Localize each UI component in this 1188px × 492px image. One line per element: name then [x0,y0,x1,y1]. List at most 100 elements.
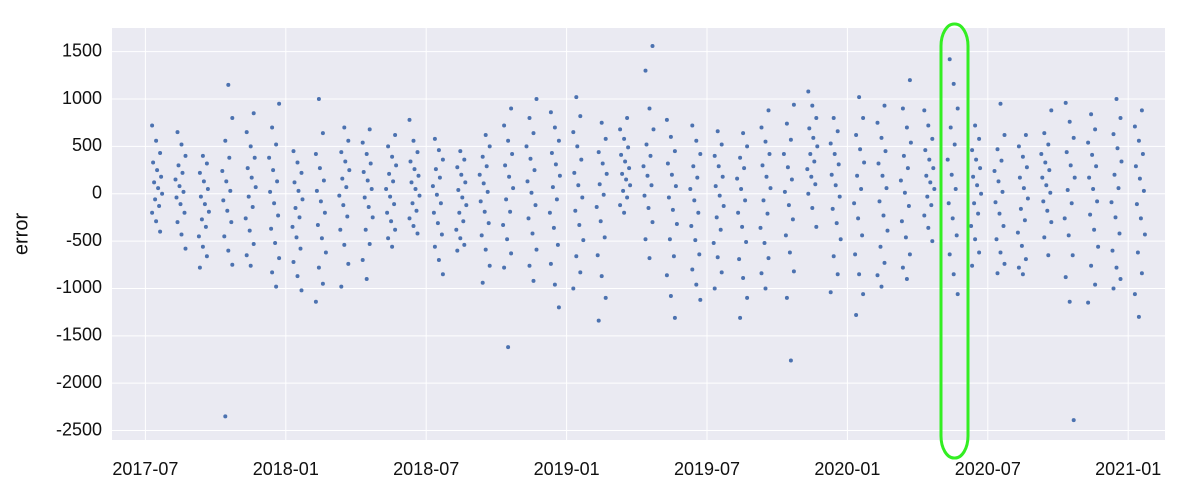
point [248,263,253,268]
point [363,227,368,232]
point [994,237,999,242]
point [553,162,558,167]
point [928,180,933,185]
point [339,284,344,289]
point [300,197,305,202]
point [950,216,955,221]
point [1042,131,1047,136]
point [343,159,348,164]
point [882,260,887,265]
point [251,111,256,116]
point [1066,233,1071,238]
x-tick-label: 2018-01 [253,459,319,479]
point [342,125,347,130]
point [602,235,607,240]
point [906,204,911,209]
point [368,161,373,166]
y-tick-label: 0 [92,182,102,202]
point [643,68,648,73]
point [901,153,906,158]
point [1039,151,1044,156]
point [201,179,206,184]
point [763,286,768,291]
point [743,198,748,203]
point [501,223,506,228]
point [946,201,951,206]
point [293,205,298,210]
point [509,106,514,111]
point [367,241,372,246]
point [202,202,207,207]
point [577,223,582,228]
point [811,135,816,140]
point [721,204,726,209]
point [394,163,399,168]
point [900,265,905,270]
point [783,233,788,238]
point [1068,163,1073,168]
point [1070,253,1075,258]
point [276,213,281,218]
point [580,195,585,200]
point [969,223,974,228]
point [1086,140,1091,145]
point [511,186,516,191]
point [557,173,562,178]
point [413,187,418,192]
point [666,195,671,200]
point [829,172,834,177]
point [225,208,230,213]
point [416,173,421,178]
point [647,106,652,111]
point [340,176,345,181]
point [221,198,226,203]
point [907,78,912,83]
point [506,345,511,350]
point [625,195,630,200]
point [320,131,325,136]
point [762,240,767,245]
point [432,136,437,141]
point [554,197,559,202]
point [993,200,998,205]
point [175,220,180,225]
point [667,237,672,242]
point [549,151,554,156]
point [1117,231,1122,236]
point [464,203,469,208]
point [922,213,927,218]
point [623,159,628,164]
point [246,194,251,199]
point [160,191,165,196]
point [694,282,699,287]
point [181,189,186,194]
point [998,101,1003,106]
point [805,167,810,172]
point [790,217,795,222]
point [953,187,958,192]
x-tick-label: 2021-01 [1095,459,1161,479]
point [664,273,669,278]
point [504,197,509,202]
point [274,142,279,147]
point [900,106,905,111]
point [267,155,272,160]
point [178,202,183,207]
point [595,253,600,258]
point [815,144,820,149]
point [698,297,703,302]
point [1062,216,1067,221]
point [1093,282,1098,287]
point [948,125,953,130]
point [881,213,886,218]
point [618,203,623,208]
point [532,168,537,173]
point [385,210,390,215]
point [1141,188,1146,193]
point [1111,132,1116,137]
point [1111,286,1116,291]
point [277,256,282,261]
point [154,138,159,143]
point [852,201,857,206]
point [272,201,277,206]
